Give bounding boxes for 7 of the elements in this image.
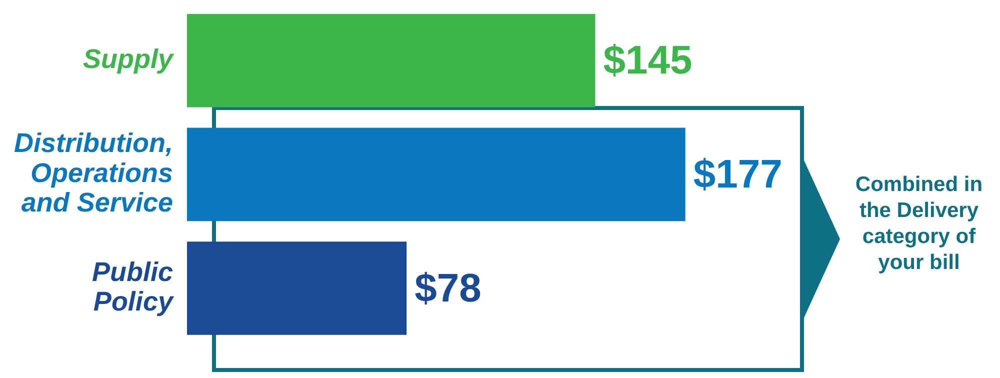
data-label: $177 (693, 152, 782, 196)
text: Combined in the Delivery category of your bill (854, 172, 984, 276)
y-tick-label: Distribution, Operations and Service (14, 128, 173, 218)
y-tick-label: Public Policy (92, 256, 175, 317)
data-label: $145 (603, 38, 692, 83)
data-label: $78 (414, 266, 482, 310)
y-tick-label: Supply (82, 44, 175, 74)
